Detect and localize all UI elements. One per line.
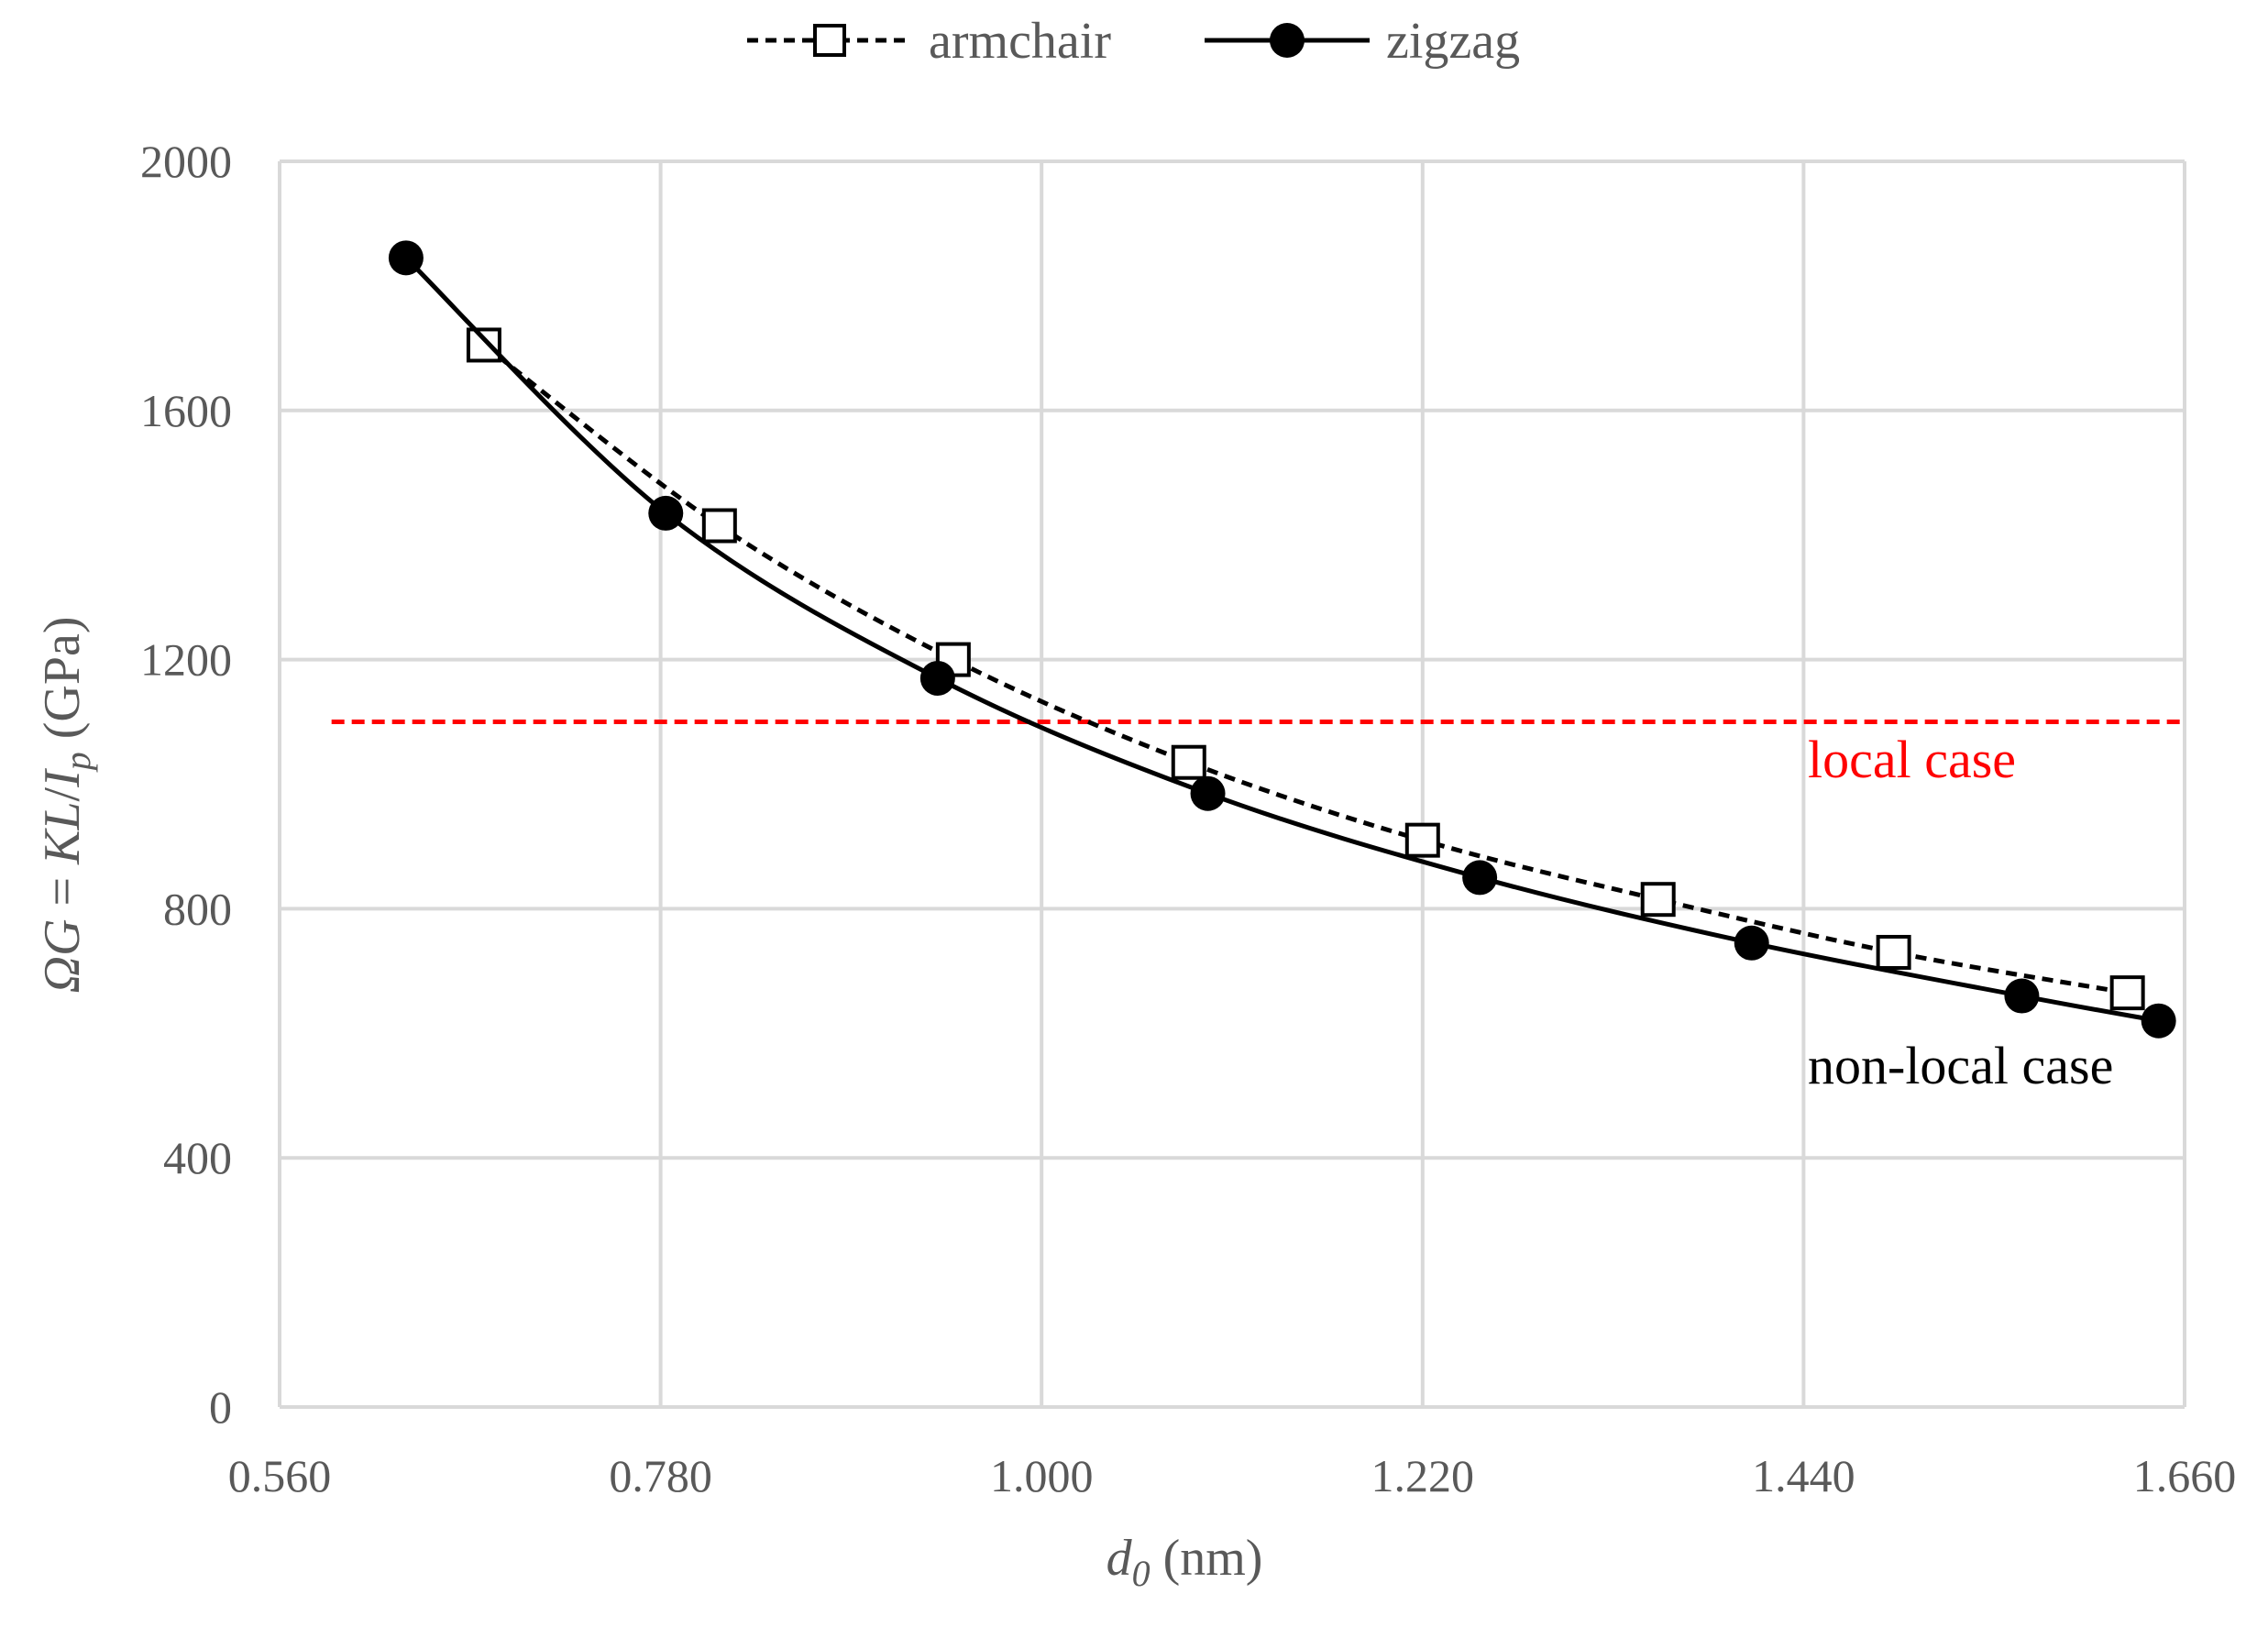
- series-line-zigzag: [404, 256, 2160, 1024]
- x-axis-title: d0 (nm): [1106, 1530, 1263, 1594]
- data-point-zigzag: [1462, 860, 1498, 896]
- y-tick-label: 2000: [140, 136, 232, 187]
- y-axis-title: ΩG = KL/Ip (GPa): [34, 616, 98, 993]
- grid: [278, 159, 2186, 1409]
- legend-zigzag-marker: [1270, 23, 1305, 58]
- legend-zigzag-label: zigzag: [1386, 13, 1520, 70]
- data-point-armchair: [701, 508, 737, 544]
- legend-item-zigzag: zigzag: [1205, 13, 1520, 70]
- series-layer: [388, 240, 2176, 1039]
- legend-item-armchair: armchair: [747, 13, 1111, 70]
- data-point-zigzag: [1734, 925, 1769, 961]
- data-point-zigzag: [2141, 1003, 2176, 1039]
- data-point-zigzag: [2004, 978, 2040, 1014]
- data-point-zigzag: [919, 660, 955, 696]
- legend-armchair-marker: [813, 24, 846, 57]
- x-tick-label: 1.220: [1371, 1450, 1475, 1501]
- annotation-local-case: local case: [1808, 730, 2016, 789]
- data-point-armchair: [1404, 822, 1440, 858]
- data-point-armchair: [466, 327, 501, 363]
- data-point-armchair: [1171, 744, 1206, 780]
- data-point-zigzag: [388, 240, 424, 276]
- series-line-armchair: [482, 343, 2129, 995]
- data-point-armchair: [1640, 882, 1676, 918]
- y-tick-label: 0: [209, 1381, 232, 1433]
- data-point-zigzag: [648, 495, 684, 531]
- x-tick-label: 0.780: [609, 1450, 712, 1501]
- tick-labels: 0 400 800 1200 1600 2000 0.560 0.780 1.000 1.220 1…: [140, 136, 2236, 1501]
- x-tick-label: 1.440: [1752, 1450, 1855, 1501]
- data-point-zigzag: [1190, 775, 1226, 811]
- x-tick-label: 0.560: [228, 1450, 332, 1501]
- y-tick-label: 400: [163, 1132, 232, 1183]
- annotation-non-local-case: non-local case: [1808, 1036, 2113, 1095]
- x-tick-label: 1.660: [2133, 1450, 2237, 1501]
- legend-armchair-label: armchair: [929, 13, 1111, 70]
- x-tick-label: 1.000: [990, 1450, 1094, 1501]
- data-point-armchair: [2109, 975, 2145, 1011]
- data-point-armchair: [1876, 934, 1911, 970]
- y-tick-label: 1200: [140, 634, 232, 686]
- legend: armchair zigzag: [747, 13, 1520, 70]
- y-tick-label: 1600: [140, 385, 232, 436]
- y-tick-label: 800: [163, 883, 232, 934]
